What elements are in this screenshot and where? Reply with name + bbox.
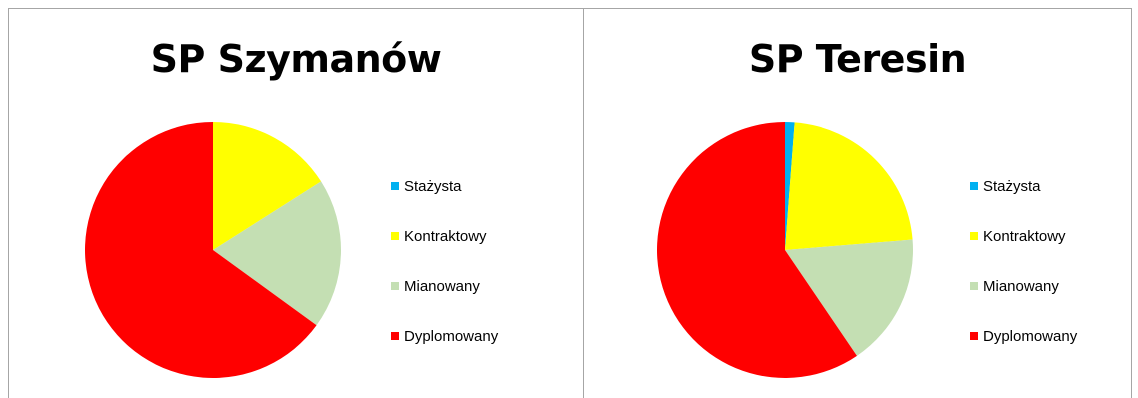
legend-label: Dyplomowany [404, 327, 499, 345]
legend-label: Mianowany [983, 277, 1059, 295]
legend-swatch [970, 282, 978, 290]
legend-label: Kontraktowy [404, 227, 487, 245]
pie-slice-dyplomowany [657, 122, 857, 378]
pie-slice-dyplomowany [84, 122, 317, 378]
legend-swatch [391, 282, 399, 290]
chart-title: SP Szymanów [150, 37, 442, 81]
legend: Stażysta Kontraktowy Mianowany Dyplomowany [970, 161, 1077, 361]
legend-item-stazysta: Stażysta [391, 161, 498, 211]
pie-chart [84, 122, 341, 378]
legend-swatch [970, 182, 978, 190]
pie-slice-kontraktowy [785, 122, 913, 250]
legend-label: Dyplomowany [983, 327, 1078, 345]
chart-panel-teresin: SP Teresin Stażysta Kontraktowy Mianowany D… [583, 8, 1132, 398]
chart-title: SP Teresin [748, 37, 967, 81]
legend: Stażysta Kontraktowy Mianowany Dyplomowany [391, 161, 498, 361]
legend-swatch [391, 232, 399, 240]
legend-swatch [391, 332, 399, 340]
legend-swatch [391, 182, 399, 190]
legend-label: Stażysta [983, 177, 1041, 195]
legend-swatch [970, 232, 978, 240]
legend-label: Mianowany [404, 277, 480, 295]
legend-item-mianowany: Mianowany [970, 261, 1077, 311]
pie-slice-mianowany [785, 239, 913, 356]
pie-slice-stazysta [785, 122, 795, 250]
pie-slice-mianowany [213, 181, 341, 326]
legend-item-dyplomowany: Dyplomowany [970, 311, 1077, 361]
legend-item-stazysta: Stażysta [970, 161, 1077, 211]
chart-panel-szymanow: SP Szymanów Stażysta Kontraktowy Mianowany… [8, 8, 584, 398]
legend-item-kontraktowy: Kontraktowy [391, 211, 498, 261]
pie-chart [657, 122, 913, 378]
legend-label: Kontraktowy [983, 227, 1066, 245]
legend-item-kontraktowy: Kontraktowy [970, 211, 1077, 261]
legend-item-mianowany: Mianowany [391, 261, 498, 311]
legend-label: Stażysta [404, 177, 462, 195]
legend-item-dyplomowany: Dyplomowany [391, 311, 498, 361]
pie-slice-kontraktowy [213, 122, 322, 250]
legend-swatch [970, 332, 978, 340]
